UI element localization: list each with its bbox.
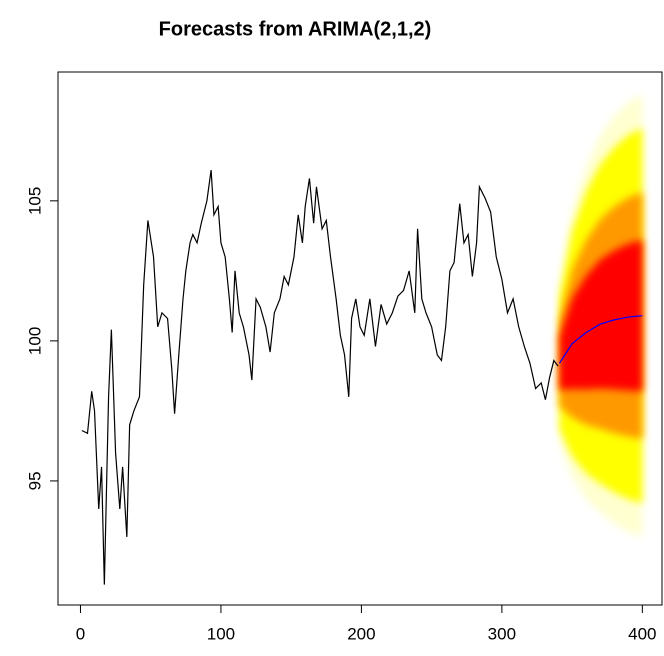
plot-area [81,94,643,585]
y-tick-label: 100 [25,327,44,355]
x-tick-label: 300 [488,624,516,643]
series-line [81,169,559,585]
y-tick-label: 95 [25,471,44,490]
x-tick-label: 0 [76,624,85,643]
forecast-interval [559,240,643,392]
y-tick-label: 105 [25,187,44,215]
x-tick-label: 100 [207,624,235,643]
x-tick-label: 200 [347,624,375,643]
x-tick-label: 400 [628,624,656,643]
series-line [558,315,643,364]
chart-title: Forecasts from ARIMA(2,1,2) [159,18,432,40]
